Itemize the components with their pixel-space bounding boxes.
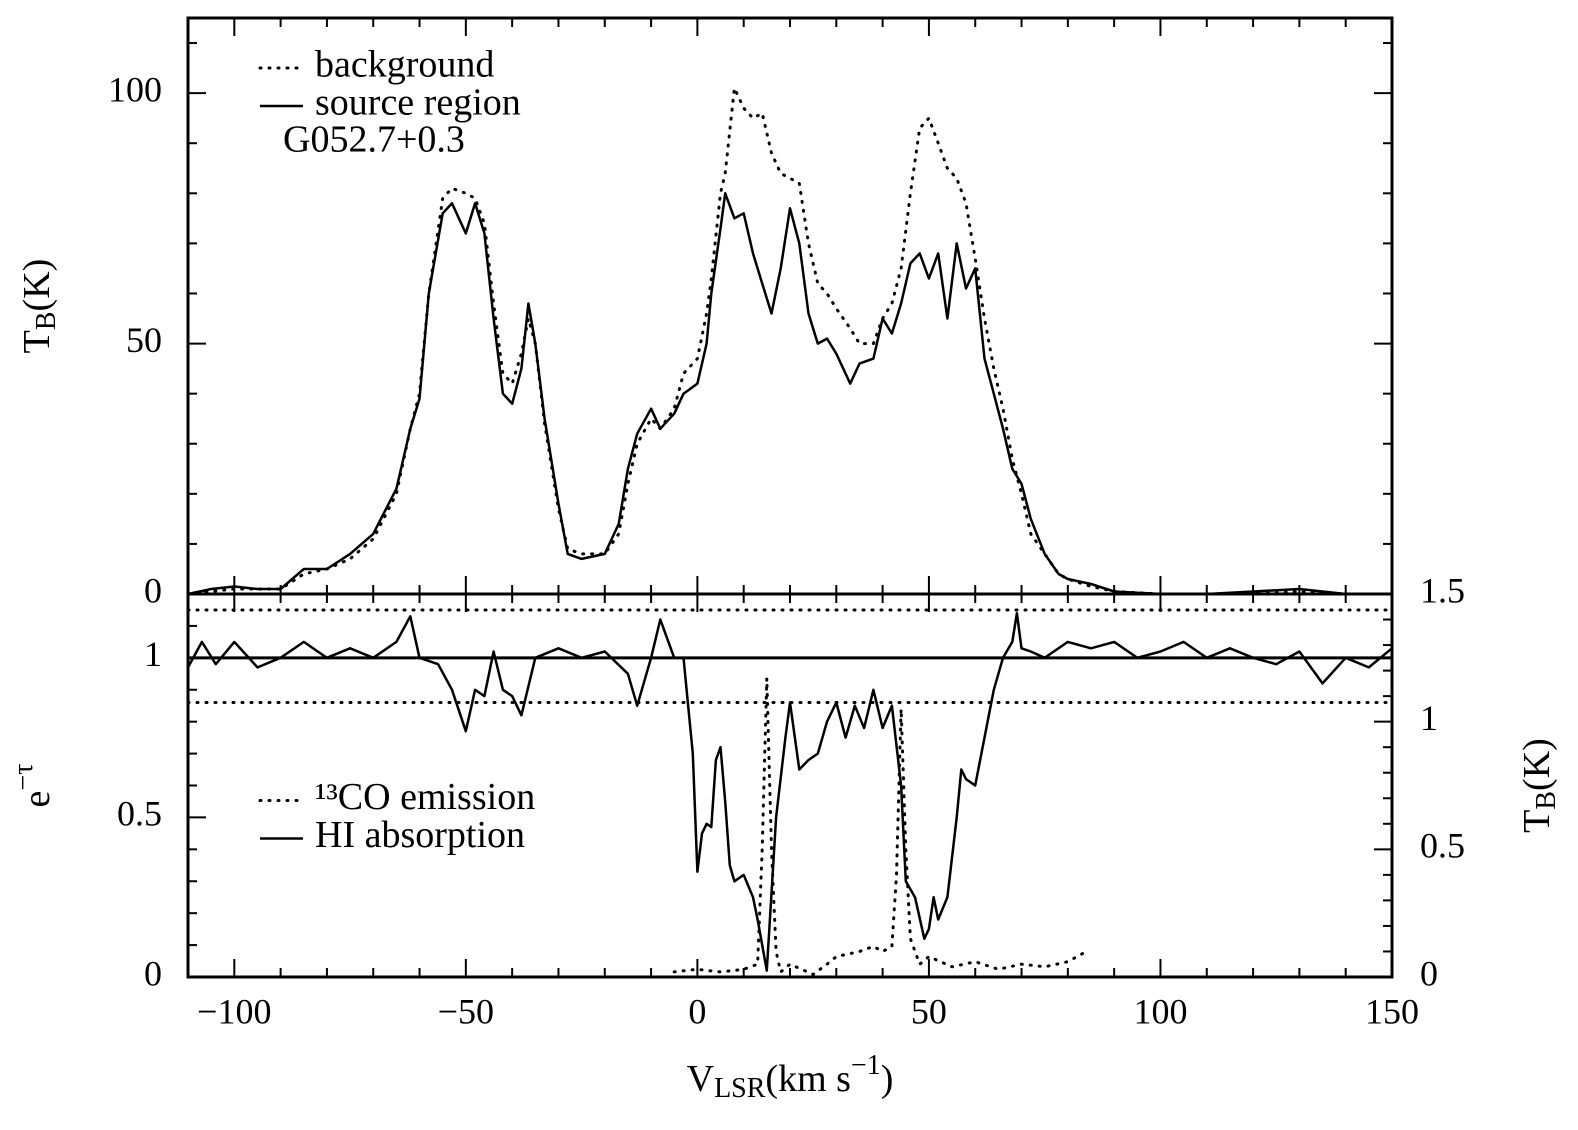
x-axis-label-part: (km s	[765, 1058, 851, 1100]
x-tick-label: 50	[911, 991, 947, 1031]
y2-tick-label: 1	[1420, 698, 1438, 738]
annotation: G052.7+0.3	[283, 119, 465, 161]
x-tick-label: 100	[1133, 991, 1187, 1031]
y2-tick-label: 0.5	[1420, 826, 1465, 866]
series-line	[186, 86, 1394, 596]
x-tick-label: −50	[438, 991, 494, 1031]
x-tick-label: 0	[688, 991, 706, 1031]
y-tick-label: 0	[144, 953, 162, 993]
x-axis-label-part: −1	[851, 1050, 881, 1081]
x-axis-label-part: LSR	[714, 1073, 766, 1104]
x-tick-label: −100	[197, 991, 271, 1031]
y2-tick-label: 1.5	[1420, 570, 1465, 610]
y-tick-label: 1	[144, 634, 162, 674]
series-line	[186, 611, 1393, 972]
y-tick-label: 50	[126, 320, 162, 360]
legend-label: source region	[315, 82, 521, 124]
y-tick-label: 0.5	[117, 794, 162, 834]
y-axis-label-part: T	[16, 330, 58, 353]
y2-axis-label-part: (K)	[1516, 738, 1558, 791]
legend-label: background	[315, 44, 494, 86]
y-axis-label-part: −τ	[8, 764, 39, 791]
y-tick-label: 100	[108, 69, 162, 109]
y2-axis-label-part: T	[1516, 810, 1558, 833]
x-axis-label-part: V	[687, 1058, 715, 1100]
series-line	[672, 676, 1088, 976]
legend-label: ¹³CO emission	[315, 776, 535, 818]
y2-axis-label: TB(K)	[1516, 738, 1563, 833]
y-tick-label: 0	[144, 570, 162, 610]
y-axis-label: e−τ	[8, 764, 57, 808]
y2-axis-label-part: B	[1531, 791, 1562, 810]
y-axis-label-part: e	[16, 791, 58, 808]
series-line	[187, 192, 1392, 596]
legend-label: HI absorption	[315, 814, 525, 856]
y-axis-label-part: (K)	[16, 259, 58, 312]
y-axis-label: TB(K)	[16, 259, 63, 354]
x-axis-label-part: )	[881, 1058, 894, 1100]
x-axis-label: VLSR(km s−1)	[687, 1050, 894, 1104]
y2-tick-label: 0	[1420, 953, 1438, 993]
y-axis-label-part: B	[31, 311, 62, 330]
x-tick-label: 150	[1365, 991, 1419, 1031]
